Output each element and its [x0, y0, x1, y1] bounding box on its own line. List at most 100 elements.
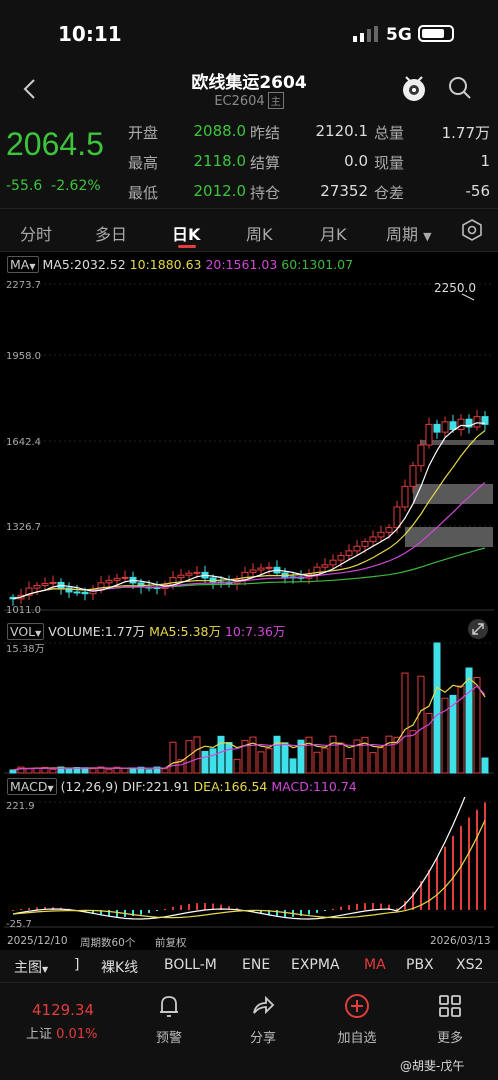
volume-bar [465, 667, 473, 774]
macd-bar [228, 906, 230, 910]
volume-bar [425, 712, 433, 774]
volume-bar [329, 735, 337, 774]
grid-icon [439, 995, 461, 1017]
volume-chart[interactable]: 15.38万 [0, 640, 498, 776]
volume-bar [313, 751, 321, 774]
volume-bar [97, 766, 105, 774]
candle [105, 579, 113, 584]
candle [377, 531, 385, 538]
volume-bar [241, 739, 249, 774]
macd-bar [252, 910, 254, 913]
y-tick-4: 1326.7 [6, 522, 41, 533]
tab-daily-k[interactable]: 日K [172, 225, 201, 244]
tab-monthly-k[interactable]: 月K [320, 225, 347, 244]
candle [185, 572, 193, 576]
robot-assistant-icon[interactable] [400, 74, 428, 104]
toolbar-xs2[interactable]: XS2 [456, 957, 484, 973]
label-oi-change: 仓差 [374, 184, 405, 202]
y-tick-2: 1958.0 [6, 351, 41, 362]
value-low: 2012.0 [193, 182, 247, 200]
macd-bar [308, 910, 310, 915]
date-end: 2026/03/13 [430, 935, 491, 947]
candle [265, 566, 273, 569]
toolbar-main[interactable]: 主图▼ [14, 960, 49, 976]
tab-weekly-k[interactable]: 周K [246, 225, 273, 244]
volume-bar [121, 767, 129, 774]
toolbar-naked-k[interactable]: 裸K线 [101, 960, 139, 976]
candle [113, 577, 121, 581]
contract-code: EC2604 主 [0, 92, 498, 109]
settings-hex-icon[interactable] [461, 219, 483, 241]
macd-params: (12,26,9) [60, 779, 119, 794]
toolbar-ma[interactable]: MA [364, 957, 386, 973]
label-prev-settle: 昨结 [250, 124, 281, 142]
tab-multi-day[interactable]: 多日 [95, 225, 128, 244]
volume-bar [249, 736, 257, 774]
macd-bar [388, 904, 390, 910]
macd-bar [348, 905, 350, 910]
volume-bar [129, 767, 137, 774]
volume-profile-bar [413, 484, 493, 504]
date-start: 2025/12/10 [7, 935, 68, 947]
add-watchlist-button[interactable]: 加自选 [322, 993, 392, 1046]
candle [457, 418, 465, 431]
tab-period[interactable]: 周期 ▼ [386, 225, 432, 244]
macd-bar [364, 903, 366, 910]
macd-bar [20, 908, 22, 910]
macd-chart[interactable]: 221.9 -25.7 [0, 797, 498, 933]
candle [433, 423, 441, 433]
volume-bar [257, 751, 265, 774]
value-open-interest: 27352 [320, 182, 368, 200]
macd-bar [164, 908, 166, 910]
label-open: 开盘 [128, 124, 159, 142]
label-current-volume: 现量 [374, 154, 405, 172]
macd-bar [92, 910, 94, 914]
macd-bar [36, 907, 38, 910]
volume-bar [177, 759, 185, 774]
main-indicator-select[interactable]: MA▼ [7, 256, 39, 273]
volume-bar [89, 768, 97, 774]
macd-value: MACD:110.74 [271, 779, 357, 794]
back-icon[interactable] [22, 78, 38, 100]
volume-bar [297, 739, 305, 774]
volume-bar [449, 694, 457, 774]
share-button[interactable]: 分享 [228, 993, 298, 1046]
macd-bar [452, 835, 454, 910]
candle [417, 444, 425, 467]
macd-bar [356, 903, 358, 910]
macd-bar [420, 881, 422, 910]
volume-bar [113, 766, 121, 774]
volume-bar [65, 768, 73, 774]
volume-bar [337, 742, 345, 774]
y-tick-1: 2273.7 [6, 280, 41, 291]
volume-bar [409, 730, 417, 774]
more-button[interactable]: 更多 [415, 993, 485, 1046]
toolbar-pbx[interactable]: PBX [406, 957, 434, 973]
macd-bar [204, 903, 206, 910]
page-title: 欧线集运2604 [191, 73, 307, 93]
nav-bar: 欧线集运2604 EC2604 主 [0, 66, 498, 116]
volume-bar [57, 766, 65, 774]
alert-button[interactable]: 预警 [134, 993, 204, 1046]
index-value[interactable]: 4129.34 [32, 1001, 95, 1019]
value-prev-settle: 2120.1 [315, 122, 369, 140]
volume-bar [321, 747, 329, 774]
tab-intraday[interactable]: 分时 [20, 225, 53, 244]
volume-bar [273, 735, 281, 774]
candle [321, 564, 329, 568]
vol-indicator-select[interactable]: VOL▼ [7, 623, 45, 640]
macd-bar [188, 903, 190, 910]
toolbar-expma[interactable]: EXPMA [291, 957, 340, 973]
macd-bar [84, 910, 86, 913]
macd-bar [396, 908, 398, 910]
macd-bar [196, 903, 198, 910]
search-icon[interactable] [448, 76, 472, 100]
volume-bar [225, 742, 233, 774]
toolbar-ene[interactable]: ENE [242, 957, 271, 973]
expand-icon[interactable] [466, 618, 490, 640]
candlestick-chart[interactable]: 2273.7 1958.0 1642.4 1326.7 1011.0 2250.… [0, 274, 498, 618]
candle [393, 506, 401, 529]
macd-indicator-select[interactable]: MACD▼ [7, 778, 57, 795]
toolbar-boll[interactable]: BOLL-M [164, 957, 217, 973]
volume-bar [185, 740, 193, 774]
